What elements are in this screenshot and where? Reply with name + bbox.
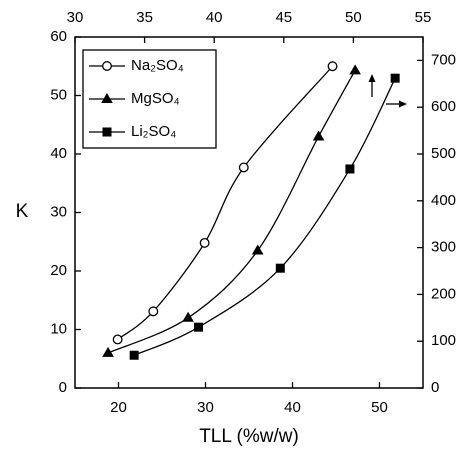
x2-tick-label: 45 <box>275 9 292 26</box>
x-tick-label: 50 <box>371 399 388 416</box>
x-axis-title: TLL (%w/w) <box>199 426 299 447</box>
data-point <box>349 64 361 75</box>
data-point <box>345 164 355 174</box>
legend-label: MgSO₄ <box>131 90 180 107</box>
x-tick-label: 30 <box>197 399 214 416</box>
y-tick-label: 40 <box>50 145 67 162</box>
data-point <box>129 350 139 360</box>
arrow-head <box>399 100 407 108</box>
y2-tick-label: 700 <box>431 51 456 68</box>
y-axis-title: K <box>16 201 29 222</box>
fit-curve <box>117 65 334 340</box>
data-point <box>112 334 123 345</box>
arrow-head <box>368 74 376 82</box>
legend-label: Li₂SO₄ <box>131 123 176 140</box>
x2-tick-label: 55 <box>415 9 432 26</box>
y-tick-label: 20 <box>50 262 67 279</box>
x2-tick-label: 35 <box>136 9 153 26</box>
data-point <box>390 73 400 83</box>
legend-label: Na₂SO₄ <box>131 57 184 74</box>
data-point <box>194 322 204 332</box>
data-point <box>148 306 159 317</box>
y-tick-label: 10 <box>50 320 67 337</box>
y2-tick-label: 400 <box>431 192 456 209</box>
data-point <box>327 61 338 72</box>
y2-tick-label: 500 <box>431 145 456 162</box>
data-point <box>102 346 114 357</box>
data-point <box>312 130 325 141</box>
x-tick-label: 20 <box>110 399 127 416</box>
data-point <box>199 237 210 248</box>
x2-tick-label: 30 <box>67 9 84 26</box>
y2-tick-label: 200 <box>431 285 456 302</box>
data-point <box>251 244 264 255</box>
data-point <box>182 311 194 322</box>
legend-marker <box>102 61 112 71</box>
y2-tick-label: 600 <box>431 98 456 115</box>
y-tick-label: 0 <box>59 379 67 396</box>
axis-arrows <box>368 74 407 108</box>
y2-tick-label: 0 <box>431 379 439 396</box>
x2-tick-label: 40 <box>206 9 223 26</box>
y2-tick-label: 100 <box>431 332 456 349</box>
data-point <box>238 162 249 173</box>
x-tick-label: 40 <box>284 399 301 416</box>
y-tick-label: 30 <box>50 203 67 220</box>
x2-tick-label: 50 <box>345 9 362 26</box>
legend-marker <box>102 127 112 137</box>
y-tick-label: 50 <box>50 86 67 103</box>
data-point <box>275 263 285 273</box>
legend-marker <box>101 93 113 103</box>
y2-tick-label: 300 <box>431 239 456 256</box>
y-tick-label: 60 <box>50 28 67 45</box>
